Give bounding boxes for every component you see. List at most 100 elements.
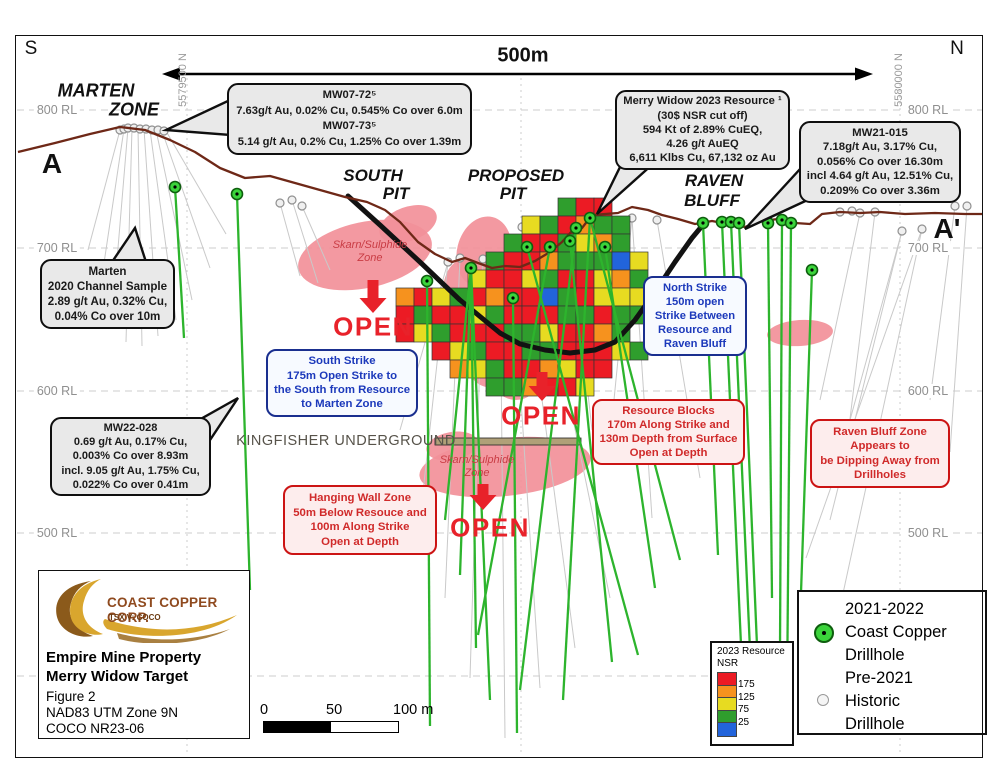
rl-label-left-500: 500 RL (33, 526, 81, 540)
callout-merry-widow-resource-line: Merry Widow 2023 Resource ¹ (623, 95, 782, 108)
coast-copper-drillhole-collar-dot (235, 192, 239, 196)
note-resource-blocks-line: 130m Depth from Surface (599, 433, 738, 445)
historic-drillhole-trace (849, 230, 903, 421)
historic-drillhole-trace (87, 129, 121, 251)
callout-merry-widow-resource-line: 4.26 g/t AuEQ (666, 138, 739, 151)
callout-marten-channel-line: Marten (88, 265, 127, 278)
nsr-threshold-label: 175 (738, 679, 755, 690)
callout-mw22-028-line: 0.69 g/t Au, 0.17% Cu, (73, 436, 188, 449)
zone-label-marten-1: MARTEN (57, 80, 135, 101)
callout-merry-widow-resource: Merry Widow 2023 Resource ¹ (30$ NSR cut … (615, 90, 790, 170)
title-block: COAST COPPER CORP. TSX V: COCO Empire Mi… (38, 570, 250, 739)
news-release-ref: COCO NR23-06 (46, 721, 145, 736)
resource-block (593, 359, 613, 379)
callout-marten-channel-line: 2020 Channel Sample (47, 280, 168, 293)
scalebar-50: 50 (326, 702, 343, 718)
skarn-zone-label-2a: Skarn/Sulphide (439, 454, 515, 466)
callout-mw07-line: 5.14 g/t Au, 0.2% Cu, 1.25% Co over 1.39… (237, 135, 462, 148)
historic-drillhole-trace (929, 205, 956, 401)
coast-copper-drillhole-collar-dot (810, 268, 814, 272)
coast-copper-drillhole-collar-dot (789, 221, 793, 225)
coast-copper-drillhole-collar-dot (173, 185, 177, 189)
coast-copper-drillhole-collar-dot (701, 221, 705, 225)
coast-copper-drillhole-collar-dot (729, 220, 733, 224)
skarn-zone-label-1a: Skarn/Sulphide (332, 239, 408, 251)
scale-arrow-head-right (855, 67, 873, 81)
note-north-strike-line: 150m open (665, 296, 725, 308)
zone-label-raven-bluff-1: RAVEN (684, 171, 744, 190)
note-resource-blocks: Resource Blocks 170m Along Strike and 130m… (592, 399, 745, 465)
callout-mw07-line: MW07-73⁵ (322, 120, 377, 132)
zone-label-south-pit-2: PIT (382, 184, 410, 203)
callout-mw21-015: MW21-015 7.18g/t Au, 3.17% Cu, 0.056% Co o… (799, 121, 961, 203)
scalebar-0: 0 (260, 702, 269, 718)
historic-drillhole-collar (652, 215, 662, 225)
scalebar-white-segment (330, 721, 399, 733)
zone-label-proposed-pit-2: PIT (499, 184, 527, 203)
legend-historic-line-1: Pre-2021 (845, 669, 913, 687)
coast-copper-drillhole-trace (568, 240, 614, 663)
coast-copper-drillhole-trace (476, 246, 552, 636)
rl-label-left-600: 600 RL (33, 384, 81, 398)
coast-copper-drillhole-trace (778, 219, 784, 653)
note-north-strike: North Strike 150m open Strike Between Resou… (643, 276, 747, 356)
note-north-strike-line: North Strike (662, 282, 728, 294)
historic-drillhole-collar (897, 226, 907, 236)
northing-label-5580000: 5580000 N (893, 53, 905, 107)
coast-copper-drillhole-collar-dot (588, 216, 592, 220)
skarn-sulphide-zone-shape (767, 319, 833, 347)
open-arrow-head (359, 298, 387, 313)
coast-copper-drillhole-collar-dot (574, 226, 578, 230)
note-north-strike-line: Raven Bluff (663, 338, 727, 350)
zone-label-marten-2: ZONE (108, 99, 160, 120)
historic-drillhole-trace (301, 205, 331, 271)
callout-marten-channel-line: 2.89 g/t Au, 0.32% Cu, (47, 295, 168, 308)
scalebar-100: 100 m (393, 702, 434, 718)
note-south-strike: South Strike 175m Open Strike to the South… (266, 349, 418, 417)
coast-copper-drillhole-trace (518, 227, 578, 691)
coast-copper-logo (56, 579, 237, 643)
note-hanging-wall-zone-line: 100m Along Strike (310, 521, 410, 533)
coast-copper-drillhole-collar-dot (720, 220, 724, 224)
historic-drillhole-trace (161, 130, 211, 269)
nsr-threshold-label: 125 (738, 691, 755, 703)
note-resource-blocks-line: 170m Along Strike and (607, 419, 730, 431)
legend-historic-line-2: Historic (845, 692, 901, 710)
historic-drillhole-trace (279, 202, 301, 277)
open-arrow-shaft (367, 280, 379, 298)
historic-drillhole-trace (291, 199, 319, 284)
historic-drillhole-trace (845, 211, 876, 453)
coast-copper-drillhole-collar-dot (548, 245, 552, 249)
rl-label-right-600: 600 RL (904, 384, 952, 398)
callout-mw22-028-line: MW22-028 (103, 421, 158, 434)
historic-drillhole-trace (165, 130, 227, 235)
note-north-strike-line: Strike Between (654, 310, 736, 322)
callout-mw21-015-line: incl 4.64 g/t Au, 12.51% Cu, (806, 170, 954, 183)
coast-copper-drillhole-collar-dot (425, 279, 429, 283)
note-raven-bluff-zone-line: be Dipping Away from (820, 454, 940, 467)
callout-marten-channel: Marten 2020 Channel Sample 2.89 g/t Au, 0.… (40, 259, 175, 329)
callout-mw07-line: MW07-72⁵ (322, 89, 377, 101)
coast-copper-drillhole-trace (525, 246, 640, 656)
coast-copper-drillhole-trace (561, 217, 592, 701)
scalebar-black-segment (263, 721, 332, 733)
callout-mw21-015-line: 7.18g/t Au, 3.17% Cu, (822, 141, 938, 154)
historic-drillhole-trace (819, 212, 861, 401)
coast-copper-drillhole-trace (458, 267, 473, 576)
callout-mw22-028: MW22-028 0.69 g/t Au, 0.17% Cu, 0.003% Co … (50, 417, 211, 496)
historic-drillhole-icon (817, 694, 829, 706)
section-marker-a-prime: A' (933, 213, 961, 244)
coast-copper-drillhole-trace (511, 297, 519, 734)
scale-arrow-label: 500m (497, 44, 549, 67)
coast-copper-drillhole-collar-dot (568, 239, 572, 243)
figure-number: Figure 2 (46, 689, 96, 704)
compass-north: N (950, 38, 964, 59)
coast-copper-drillhole-trace (469, 267, 478, 649)
coast-copper-drillhole-collar-dot (737, 221, 741, 225)
pit-outline (345, 193, 705, 356)
callout-mw21-015-line: MW21-015 (852, 126, 908, 139)
open-arrow-shaft (477, 484, 489, 495)
note-south-strike-line: 175m Open Strike to (286, 369, 398, 382)
coast-copper-drillhole-collar-dot (780, 218, 784, 222)
